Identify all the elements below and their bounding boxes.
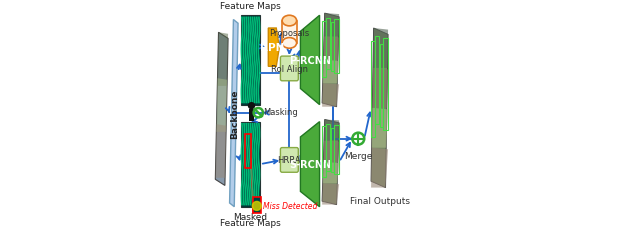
Polygon shape — [322, 120, 339, 205]
Polygon shape — [300, 122, 319, 207]
Polygon shape — [372, 69, 388, 108]
Text: S-RCNN: S-RCNN — [289, 159, 331, 169]
Text: Masked: Masked — [234, 212, 268, 221]
Polygon shape — [216, 125, 226, 178]
Text: Miss Detected: Miss Detected — [262, 201, 317, 210]
Polygon shape — [323, 141, 339, 162]
Polygon shape — [371, 29, 388, 188]
Circle shape — [252, 202, 261, 210]
FancyBboxPatch shape — [282, 22, 296, 44]
Polygon shape — [373, 29, 388, 69]
Text: HRRA: HRRA — [278, 156, 301, 165]
Text: Final Outputs: Final Outputs — [349, 196, 410, 205]
Polygon shape — [323, 61, 339, 84]
FancyBboxPatch shape — [280, 57, 298, 82]
Polygon shape — [324, 120, 339, 141]
Text: Masking: Masking — [264, 107, 298, 116]
Polygon shape — [268, 29, 280, 67]
FancyBboxPatch shape — [253, 197, 262, 213]
FancyBboxPatch shape — [241, 16, 260, 105]
FancyBboxPatch shape — [241, 122, 260, 207]
Ellipse shape — [282, 16, 296, 27]
Polygon shape — [324, 14, 339, 37]
Polygon shape — [322, 14, 339, 107]
Text: Feature Maps: Feature Maps — [220, 218, 281, 227]
Text: RPN: RPN — [260, 43, 285, 53]
Polygon shape — [323, 37, 339, 61]
Polygon shape — [230, 20, 238, 207]
Polygon shape — [372, 108, 388, 148]
Circle shape — [248, 103, 255, 109]
Ellipse shape — [282, 38, 296, 49]
Text: RoI Align: RoI Align — [271, 65, 308, 74]
Polygon shape — [300, 16, 319, 105]
Polygon shape — [215, 33, 228, 186]
FancyBboxPatch shape — [249, 109, 254, 121]
Polygon shape — [371, 148, 388, 188]
Polygon shape — [216, 79, 227, 132]
Text: Feature Maps: Feature Maps — [220, 2, 281, 11]
Text: P-RCNN: P-RCNN — [289, 56, 331, 66]
Text: Merge: Merge — [344, 151, 372, 160]
Polygon shape — [218, 33, 228, 87]
Polygon shape — [322, 84, 339, 107]
Polygon shape — [323, 162, 339, 183]
Text: Backbone: Backbone — [230, 89, 239, 138]
Polygon shape — [322, 183, 339, 205]
FancyBboxPatch shape — [280, 148, 298, 172]
Text: Proposals: Proposals — [269, 29, 310, 38]
